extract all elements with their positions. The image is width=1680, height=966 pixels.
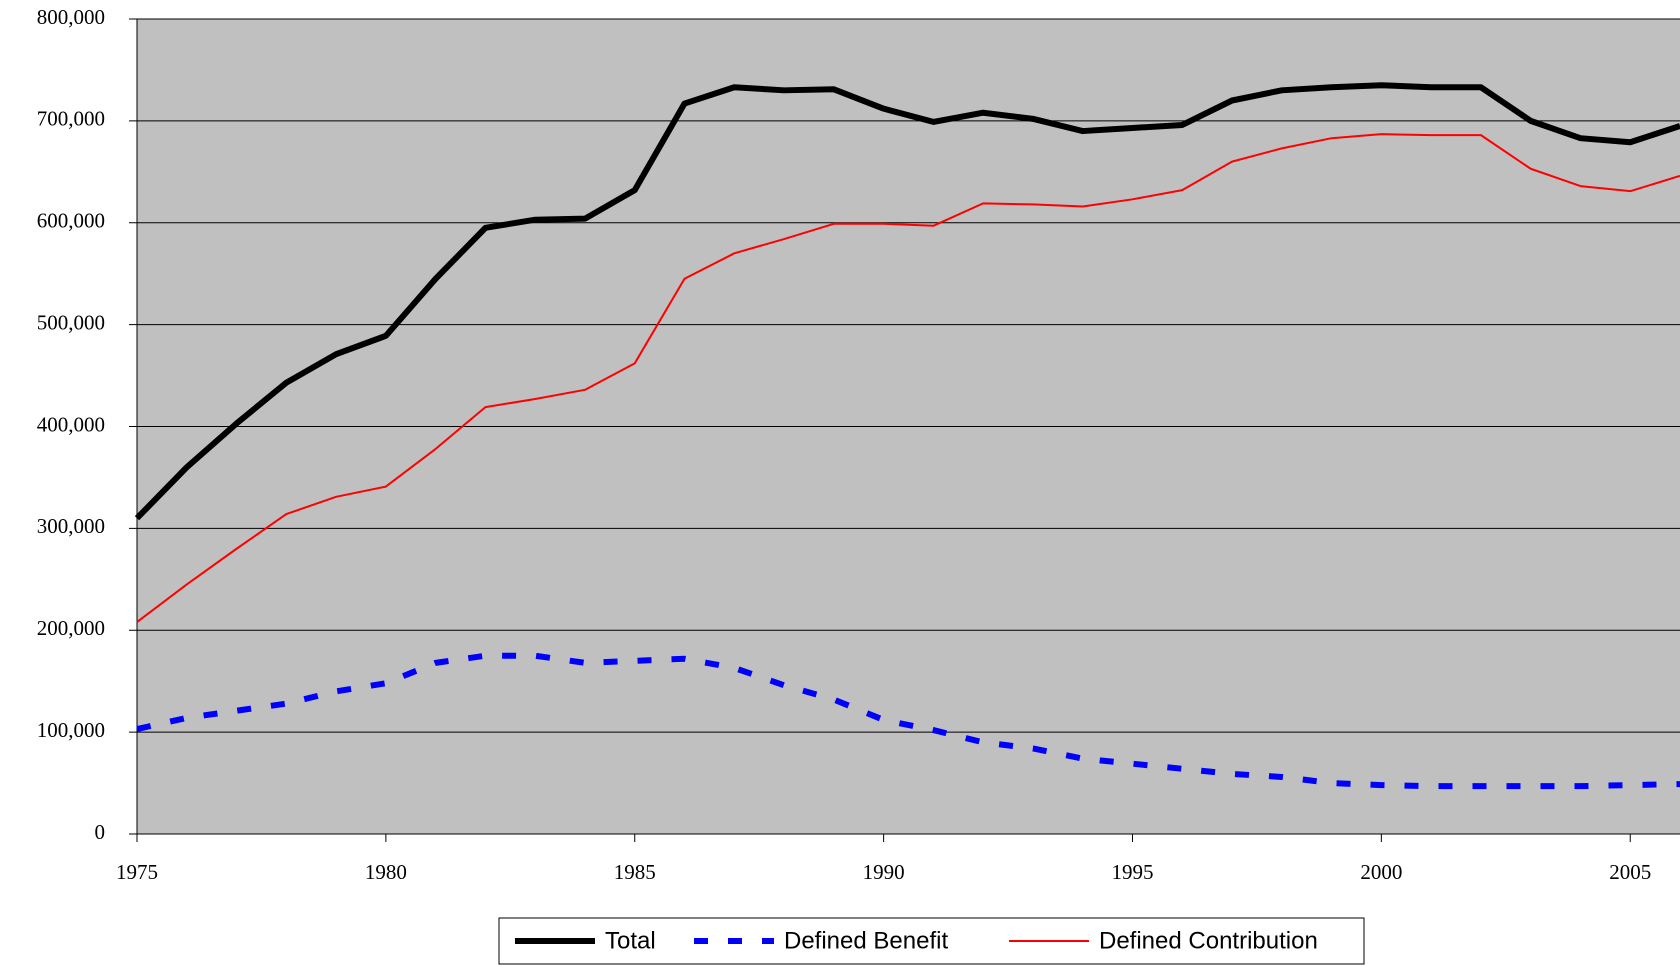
- x-tick-label: 1990: [863, 860, 905, 884]
- x-tick-label: 1995: [1111, 860, 1153, 884]
- y-tick-label: 300,000: [37, 514, 105, 538]
- series-line: [136, 652, 1680, 790]
- series-line: [136, 133, 1680, 623]
- series-line: [134, 82, 1680, 521]
- x-tick-label: 2000: [1360, 860, 1402, 884]
- y-tick-label: 400,000: [37, 412, 105, 436]
- x-tick-label: 1975: [116, 860, 158, 884]
- x-tick-label: 2005: [1609, 860, 1651, 884]
- y-tick-label: 100,000: [37, 718, 105, 742]
- x-tick-label: 1980: [365, 860, 407, 884]
- y-tick-label: 500,000: [37, 310, 105, 334]
- x-tick-label: 1985: [614, 860, 656, 884]
- y-tick-label: 800,000: [37, 5, 105, 29]
- legend-label: Total: [605, 927, 656, 954]
- y-tick-label: 200,000: [37, 616, 105, 640]
- legend-label: Defined Contribution: [1099, 927, 1318, 954]
- y-tick-label: 600,000: [37, 209, 105, 233]
- legend-label: Defined Benefit: [784, 927, 948, 954]
- y-tick-label: 700,000: [37, 107, 105, 131]
- y-tick-label: 0: [95, 820, 106, 844]
- legend-box: [498, 917, 1365, 965]
